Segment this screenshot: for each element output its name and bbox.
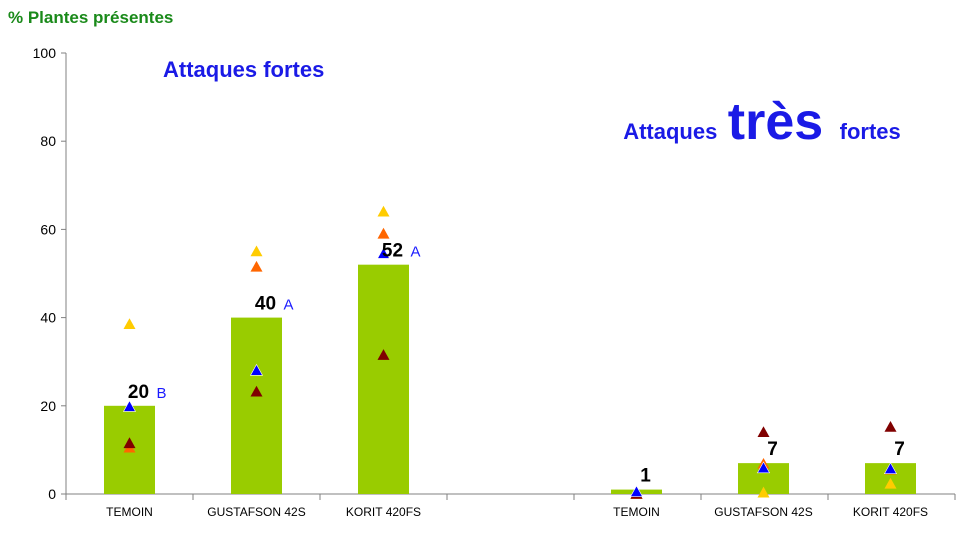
marker-blue xyxy=(883,462,898,474)
bar xyxy=(231,317,282,494)
y-tick-label: 20 xyxy=(40,398,56,414)
y-tick-label: 80 xyxy=(40,133,56,149)
data-label: 52 xyxy=(382,241,403,262)
title-part-big: très xyxy=(728,93,823,151)
data-label: 40 xyxy=(255,294,276,315)
title-part-pre: Attaques xyxy=(623,119,717,144)
y-axis-label: % Plantes présentes xyxy=(8,8,173,27)
category-label: KORIT 420FS xyxy=(853,505,928,519)
category-label: TEMOIN xyxy=(106,505,153,519)
marker-blue xyxy=(122,400,137,412)
marker-darkred xyxy=(377,349,390,360)
data-label: 7 xyxy=(767,439,778,460)
y-tick-label: 40 xyxy=(40,310,56,326)
marker-darkred xyxy=(123,437,136,449)
marker-darkred xyxy=(884,420,897,432)
marker-blue xyxy=(629,485,644,497)
marker-yellow xyxy=(250,245,263,257)
group-title-attaques-tres-fortes: Attaques très fortes xyxy=(623,93,901,151)
bar xyxy=(358,264,409,494)
y-tick-label: 100 xyxy=(33,45,57,61)
title-part-post: fortes xyxy=(840,119,901,144)
data-label: 20 xyxy=(128,382,149,403)
y-tick-label: 0 xyxy=(48,486,56,502)
y-tick-label: 60 xyxy=(40,221,56,237)
marker-yellow xyxy=(123,318,136,330)
marker-darkred xyxy=(250,385,263,397)
significance-letter: A xyxy=(411,244,421,261)
data-label: 7 xyxy=(894,439,905,460)
marker-yellow xyxy=(377,205,390,217)
significance-letter: A xyxy=(284,297,294,314)
data-label: 1 xyxy=(640,466,651,487)
marker-darkred xyxy=(757,426,770,438)
group-title-attaques-fortes: Attaques fortes xyxy=(163,57,324,82)
marker-yellow xyxy=(884,477,897,489)
category-label: GUSTAFSON 42S xyxy=(207,505,305,519)
category-label: KORIT 420FS xyxy=(346,505,421,519)
marker-orange xyxy=(250,260,263,272)
significance-letter: B xyxy=(157,385,167,402)
marker-yellow xyxy=(757,486,770,498)
marker-orange xyxy=(377,227,390,239)
category-label: GUSTAFSON 42S xyxy=(714,505,812,519)
marker-blue xyxy=(376,247,391,259)
marker-blue xyxy=(249,363,264,376)
marker-blue xyxy=(756,461,771,474)
category-label: TEMOIN xyxy=(613,505,660,519)
